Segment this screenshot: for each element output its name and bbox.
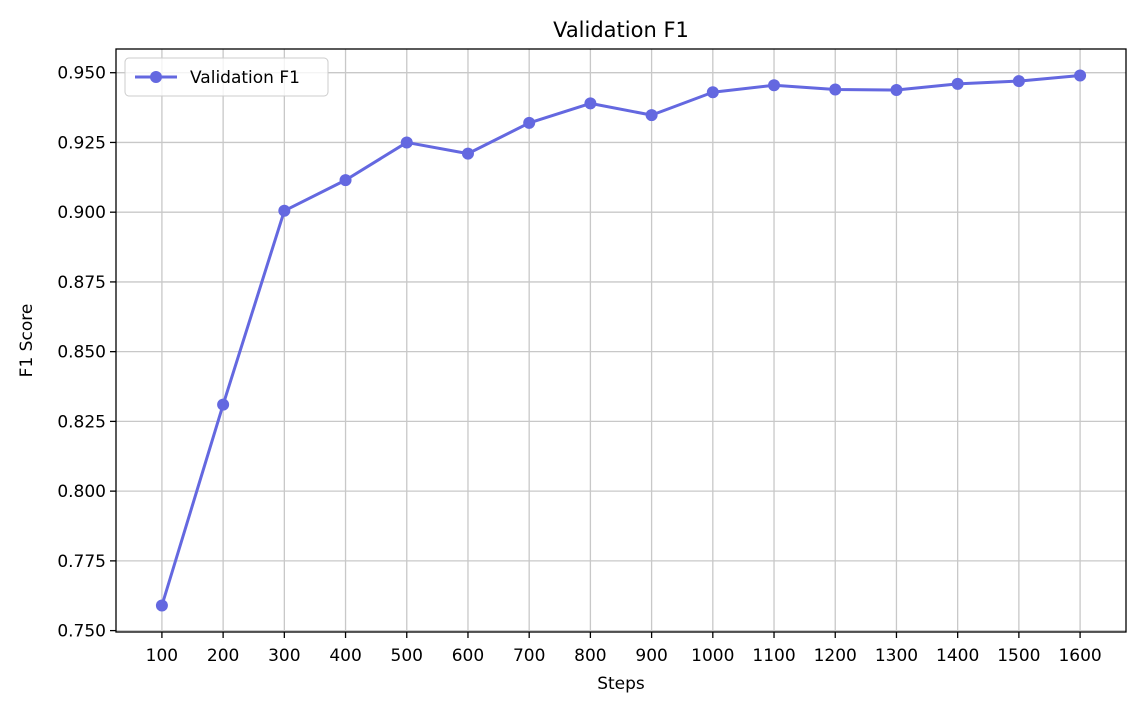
x-tick-label: 200	[207, 646, 239, 666]
chart-title: Validation F1	[553, 18, 689, 42]
y-tick-label: 0.850	[57, 343, 106, 363]
data-point	[217, 398, 230, 411]
y-tick-label: 0.900	[57, 203, 106, 223]
data-point	[584, 97, 597, 110]
x-tick-label: 800	[574, 646, 606, 666]
data-point	[278, 204, 291, 217]
x-tick-label: 1100	[752, 646, 795, 666]
data-point	[461, 147, 474, 160]
x-tick-label: 1000	[691, 646, 734, 666]
y-tick-label: 0.800	[57, 482, 106, 502]
data-point	[155, 599, 168, 612]
data-point	[523, 116, 536, 129]
y-tick-label: 0.950	[57, 64, 106, 84]
grid	[116, 49, 1126, 632]
y-tick-label: 0.825	[57, 412, 106, 432]
legend-label: Validation F1	[190, 68, 300, 88]
x-tick-label: 400	[329, 646, 361, 666]
data-point	[645, 109, 658, 122]
data-point	[1074, 69, 1087, 82]
x-tick-label: 500	[391, 646, 423, 666]
series-line	[160, 74, 1081, 606]
series-layer	[155, 69, 1087, 612]
legend: Validation F1	[124, 57, 329, 97]
x-tick-label: 300	[268, 646, 300, 666]
x-tick-label: 600	[452, 646, 484, 666]
legend-box	[124, 57, 329, 97]
x-tick-label: 1400	[936, 646, 979, 666]
ticks: 100 200 300 400 500 600 700 800 900 1000 1100 1200 1…	[57, 64, 1101, 666]
x-tick-label: 1500	[997, 646, 1040, 666]
y-tick-label: 0.775	[57, 552, 106, 572]
data-point	[400, 136, 413, 149]
data-point	[829, 83, 842, 96]
x-tick-label: 100	[146, 646, 178, 666]
x-tick-label: 1300	[875, 646, 918, 666]
x-axis-title: Steps	[597, 674, 645, 694]
data-point	[951, 77, 964, 90]
x-tick-label: 700	[513, 646, 545, 666]
y-axis-title: F1 Score	[17, 304, 37, 378]
data-point	[706, 86, 719, 99]
data-point	[1012, 75, 1025, 88]
y-tick-label: 0.750	[57, 622, 106, 642]
y-tick-label: 0.925	[57, 133, 106, 153]
plot-area-frame	[115, 48, 1127, 633]
data-point	[768, 79, 781, 92]
x-tick-label: 900	[635, 646, 667, 666]
x-tick-label: 1200	[814, 646, 857, 666]
data-point	[339, 174, 352, 187]
legend-marker	[150, 71, 162, 83]
y-tick-label: 0.875	[57, 273, 106, 293]
x-tick-label: 1600	[1058, 646, 1101, 666]
data-point	[890, 84, 903, 97]
